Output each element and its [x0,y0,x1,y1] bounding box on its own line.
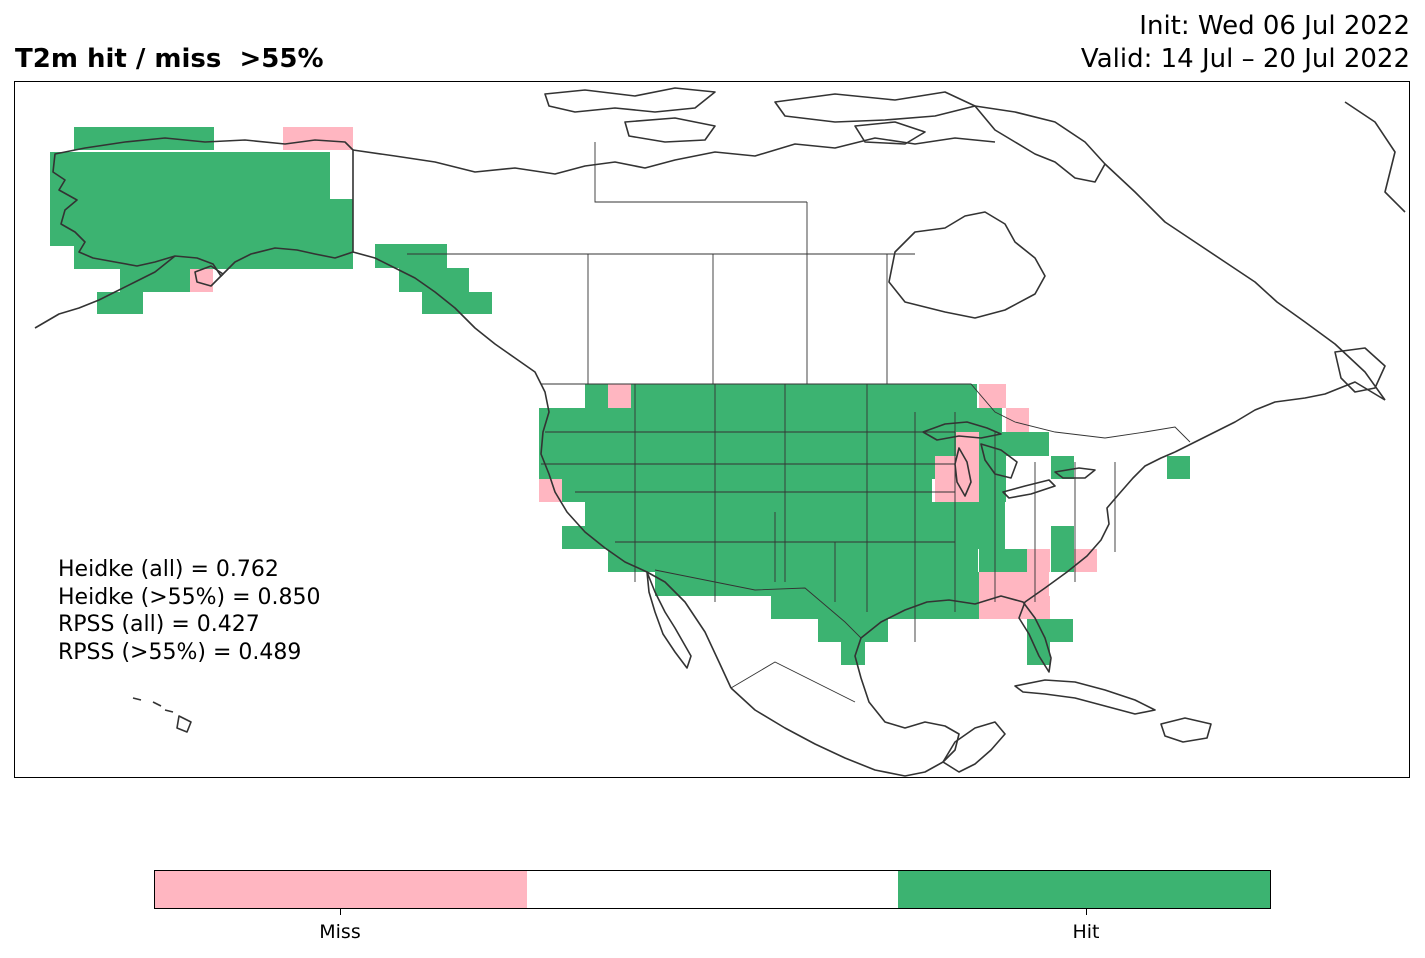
miss-cell [979,596,1027,619]
forecast-dates: Init: Wed 06 Jul 2022 Valid: 14 Jul – 20… [1081,10,1410,76]
miss-cell [1006,408,1029,432]
hit-cell [1027,619,1073,642]
hit-cell [1051,549,1074,572]
arctic-island-1 [544,87,716,113]
coastlines [34,87,1406,777]
colorbar-neutral-segment [526,871,899,908]
kodiak-island [194,265,224,287]
map-frame [14,81,1410,778]
hit-cell [631,384,977,408]
us-states [541,384,1116,642]
hit-cell [539,456,935,479]
hit-cell [1051,526,1074,549]
political-borders [352,142,1191,703]
miss-cell [283,127,353,150]
hudson-bay [888,211,1046,319]
miss-cell [979,384,1006,408]
colorbar [154,870,1271,909]
arctic-island-4 [854,121,926,145]
colorbar-hit-segment [898,871,1271,908]
hit-cell [539,432,933,456]
hawaii [132,697,192,733]
valid-range: Valid: 14 Jul – 20 Jul 2022 [1080,44,1410,74]
miss-cell [190,269,213,292]
hit-cell [50,176,330,199]
hit-cell [422,292,492,314]
hit-cell [539,408,1002,432]
hit-cell [50,152,283,176]
canada-provinces [587,142,888,384]
hit-cell [655,572,979,596]
hit-cell [841,642,865,665]
hit-cell [1051,456,1074,479]
init-date: Init: Wed 06 Jul 2022 [1139,11,1410,41]
heidke-all: Heidke (all) = 0.762 [58,557,279,582]
hit-cell [97,292,143,314]
colorbar-miss-segment [155,871,527,908]
colorbar-tick-hit [1086,909,1087,915]
hit-cell [979,479,1006,502]
colorbar-label-miss: Miss [319,921,361,943]
hit-cell [585,502,1005,526]
miss-cell [1027,596,1050,619]
mexico-states [730,661,856,703]
map-title: T2m hit / miss >55% [15,44,324,74]
lake-huron [980,443,1018,479]
hit-cell [120,269,190,292]
colorbar-tick-miss [340,909,341,915]
miss-cell [539,479,562,502]
hit-cell [562,479,932,502]
miss-cell [1027,549,1050,572]
miss-cell [1074,549,1097,572]
map-canvas [34,87,1406,777]
pacific-coast [352,251,732,689]
hit-cell [375,244,447,268]
alaska-coast [52,137,354,277]
greenland-edge [1344,101,1406,213]
cuba [1014,679,1156,715]
baffin-island [974,105,1106,183]
miss-cell [935,479,980,502]
hit-cell [585,384,608,408]
hispaniola [1160,717,1212,743]
canada-north-coast [352,137,996,175]
baja-california [646,571,692,669]
hit-cell [399,268,469,292]
hit-cell [50,199,353,223]
hit-cell [562,526,1005,549]
miss-cell [935,456,980,479]
canada-east-coast [1174,381,1386,453]
miss-cell [608,384,631,408]
hit-cell [50,223,353,246]
hit-cell [979,549,1002,572]
hit-cell [933,432,956,456]
labrador-coast [1104,163,1386,401]
rpss-all: RPSS (all) = 0.427 [58,612,260,637]
us-canada-border [352,150,1191,443]
newfoundland [1334,347,1386,393]
hit-cell [1002,549,1029,572]
arctic-island-3 [774,91,976,123]
hit-cell [608,549,978,572]
lake-superior [922,421,1002,441]
us-mexico-border [654,569,862,639]
colorbar-label-hit: Hit [1072,921,1100,943]
heidke-above-55: Heidke (>55%) = 0.850 [58,584,321,610]
rpss-above-55: RPSS (>55%) = 0.489 [58,639,302,665]
hit-cell [74,246,353,269]
hit-cell [1167,456,1190,479]
miss-cell [979,572,1049,596]
lake-erie [1002,479,1056,499]
gulf-coast [730,451,1176,777]
alaska-peninsula [34,255,176,329]
hit-cell [283,152,330,176]
skill-scores: Heidke (all) = 0.762 Heidke (>55%) = 0.8… [58,556,321,666]
yucatan [942,721,1006,773]
arctic-island-2 [624,117,716,143]
